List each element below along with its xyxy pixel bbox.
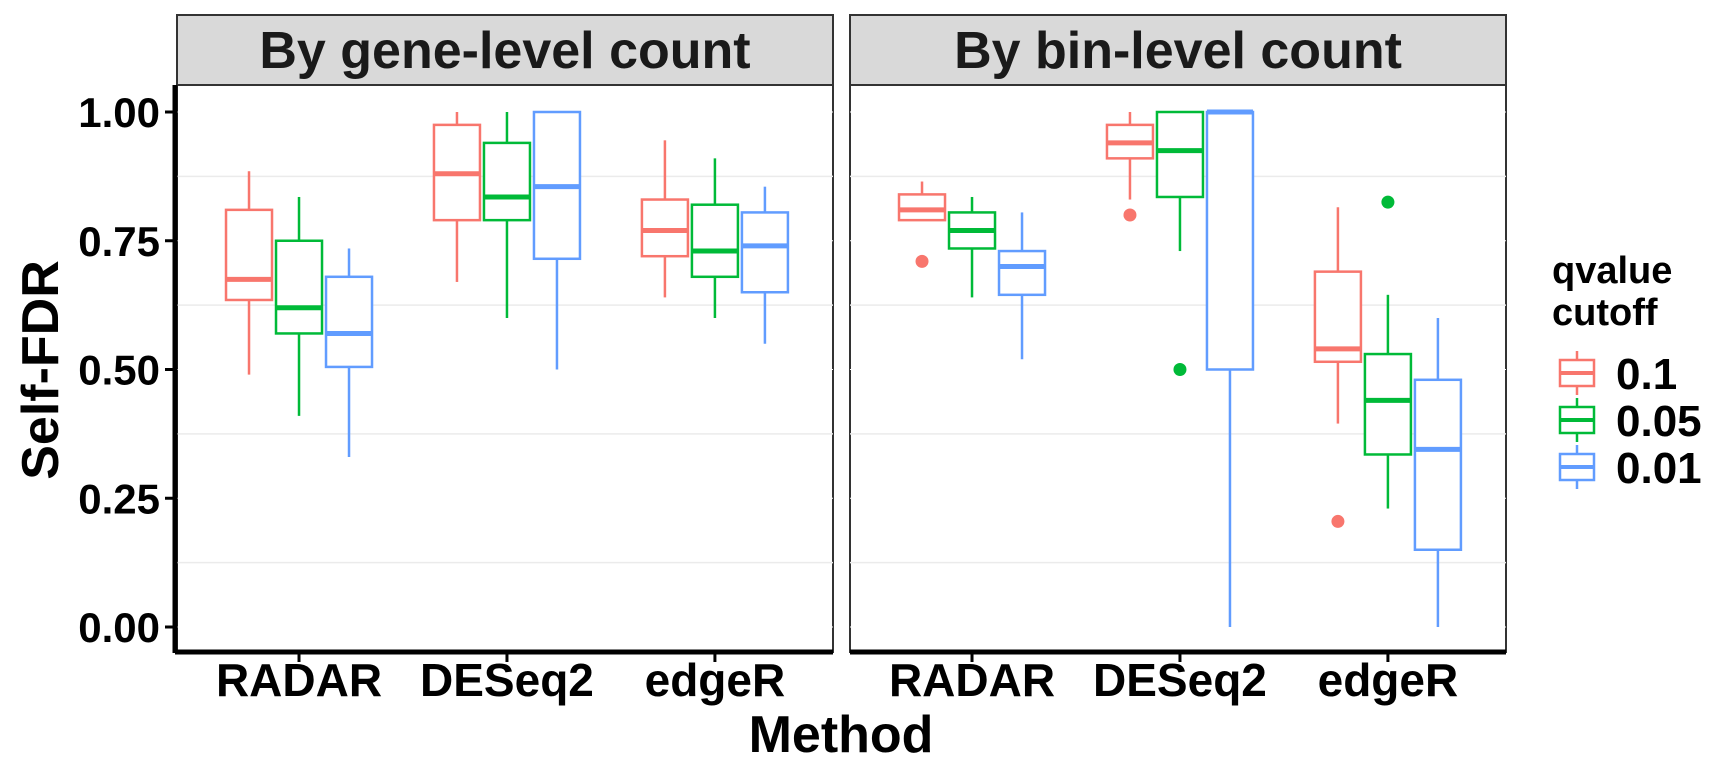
box-iqr xyxy=(690,203,740,279)
box-iqr xyxy=(224,208,274,302)
outlier-point xyxy=(1331,514,1345,528)
box-iqr xyxy=(482,141,532,222)
panel-1-boxes xyxy=(224,110,790,458)
legend: qvalue cutoff 0.10.050.01 xyxy=(1552,250,1702,493)
y-axis-title: Self-FDR xyxy=(12,260,70,480)
panel-2-strip xyxy=(849,14,1507,86)
box-DESeq2-0.05 xyxy=(482,112,532,318)
legend-key-0.01: 0.01 xyxy=(1558,444,1702,493)
box-iqr xyxy=(997,249,1047,297)
x-axis-title: Method xyxy=(749,706,934,764)
legend-title-line-1: qvalue xyxy=(1552,250,1672,292)
box-DESeq2-0.01 xyxy=(1205,109,1255,627)
box-RADAR-0.05 xyxy=(947,196,997,298)
y-tick-label: 0.00 xyxy=(78,604,160,651)
legend-label: 0.01 xyxy=(1616,444,1702,493)
box-iqr xyxy=(897,193,947,222)
box-iqr xyxy=(274,239,324,335)
box-DESeq2-0.05 xyxy=(1155,110,1205,376)
outlier-point xyxy=(1123,208,1137,222)
x-tick-label: edgeR xyxy=(1318,654,1459,706)
box-RADAR-0.01 xyxy=(997,212,1047,360)
panel-1-title: By gene-level count xyxy=(259,22,750,80)
box-RADAR-0.1 xyxy=(224,171,274,375)
panel-2-title: By bin-level count xyxy=(954,22,1402,80)
x-tick-label: DESeq2 xyxy=(420,654,594,706)
panel-gene-level: By gene-level count xyxy=(176,14,834,653)
box-DESeq2-0.1 xyxy=(1105,112,1155,222)
box-RADAR-0.05 xyxy=(274,196,324,416)
box-iqr xyxy=(640,198,690,258)
x-axis-ticks: RADAR DESeq2 edgeR RADAR DESeq2 edgeR xyxy=(216,652,1458,706)
box-edgeR-0.01 xyxy=(740,186,790,344)
x-tick-label: edgeR xyxy=(645,654,786,706)
outlier-point xyxy=(1381,195,1395,209)
x-tick-label: RADAR xyxy=(216,654,382,706)
legend-title-line-2: cutoff xyxy=(1552,292,1658,334)
panel-1-strip xyxy=(176,14,834,86)
y-axis-ticks: 0.00 0.25 0.50 0.75 1.00 xyxy=(78,89,175,651)
box-edgeR-0.1 xyxy=(1313,207,1363,528)
box-iqr xyxy=(1205,110,1255,371)
box-RADAR-0.01 xyxy=(324,248,374,458)
x-tick-label: DESeq2 xyxy=(1093,654,1267,706)
box-DESeq2-0.01 xyxy=(532,110,582,370)
legend-key-0.05: 0.05 xyxy=(1558,397,1702,446)
panel-bin-level: By bin-level count xyxy=(849,14,1507,653)
box-iqr xyxy=(324,275,374,369)
y-tick-label: 0.25 xyxy=(78,475,160,522)
box-edgeR-0.01 xyxy=(1413,318,1463,627)
box-iqr xyxy=(1155,110,1205,199)
box-edgeR-0.1 xyxy=(640,140,690,298)
box-RADAR-0.1 xyxy=(897,181,947,268)
panel-2-boxes xyxy=(897,109,1463,627)
box-iqr xyxy=(1413,378,1463,551)
outlier-point xyxy=(915,254,929,268)
outlier-point xyxy=(1173,363,1187,376)
legend-key-0.1: 0.1 xyxy=(1558,350,1677,399)
box-iqr xyxy=(1363,352,1413,456)
legend-keys: 0.10.050.01 xyxy=(1558,350,1702,493)
legend-label: 0.1 xyxy=(1616,350,1677,399)
legend-label: 0.05 xyxy=(1616,397,1702,446)
box-edgeR-0.05 xyxy=(1363,195,1413,509)
box-edgeR-0.05 xyxy=(690,158,740,318)
box-DESeq2-0.1 xyxy=(432,112,482,282)
y-tick-label: 0.50 xyxy=(78,347,160,394)
y-tick-label: 0.75 xyxy=(78,218,160,265)
box-iqr xyxy=(740,211,790,294)
x-tick-label: RADAR xyxy=(889,654,1055,706)
y-tick-label: 1.00 xyxy=(78,89,160,136)
